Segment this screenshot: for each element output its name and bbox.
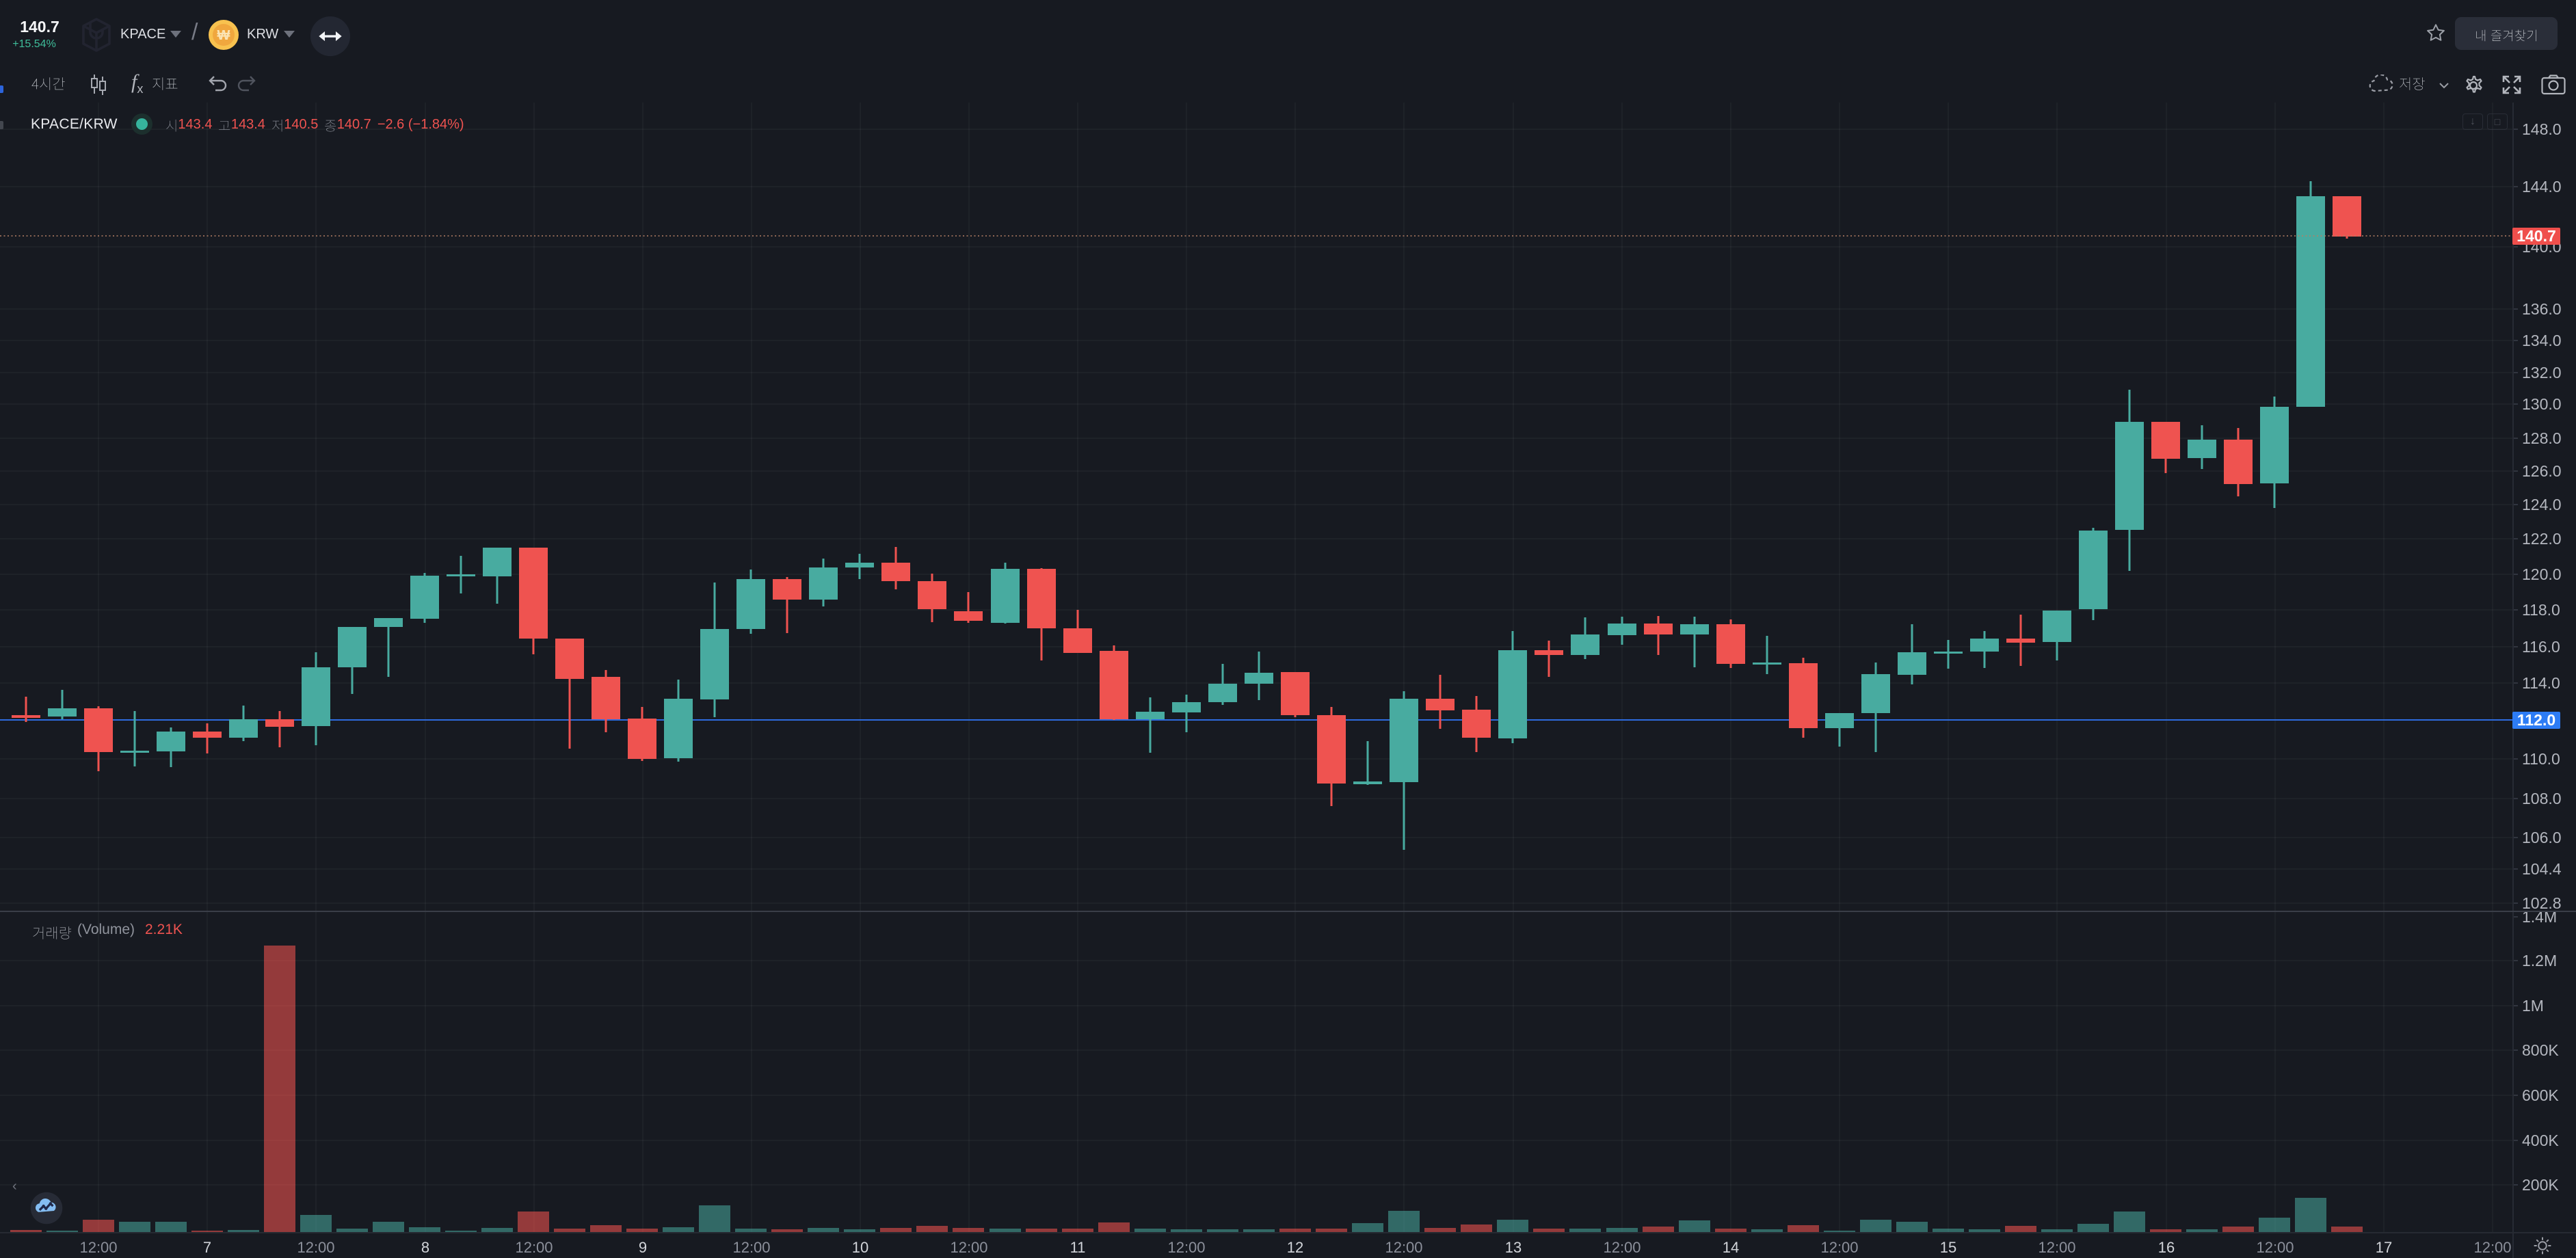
svg-text:₩: ₩ (217, 28, 230, 43)
